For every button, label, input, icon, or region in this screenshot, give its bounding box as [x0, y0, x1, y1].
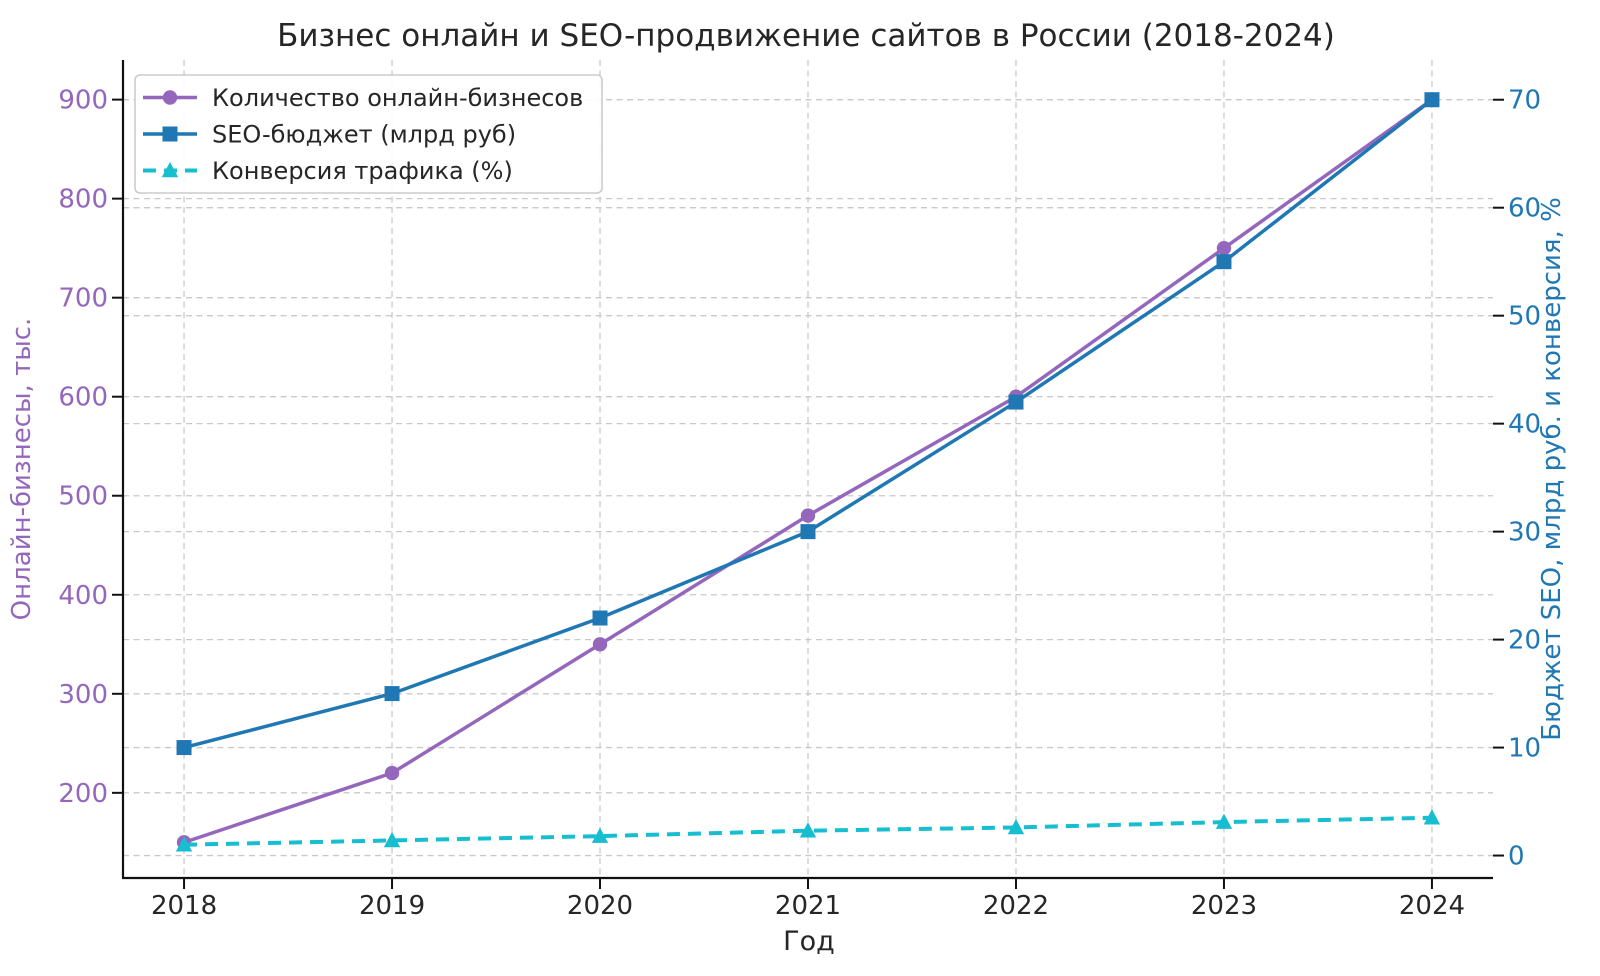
legend-item: Конверсия трафика (%) [143, 157, 513, 185]
data-point-marker [1423, 809, 1441, 825]
right-tick-label: 30 [1508, 518, 1541, 548]
x-axis-label: Год [783, 926, 835, 957]
data-point-marker [161, 162, 179, 178]
right-tick-label: 40 [1508, 410, 1541, 440]
left-tick-label: 900 [58, 86, 108, 116]
x-tick-label: 2023 [1191, 891, 1257, 921]
x-tick-label: 2020 [567, 891, 633, 921]
right-y-axis-label: Бюджет SEO, млрд руб. и конверсия, % [1537, 197, 1567, 741]
left-y-axis-label: Онлайн-бизнесы, тыс. [7, 318, 37, 621]
left-tick-label: 800 [58, 185, 108, 215]
axes-layer: 200 300 400 500 600 700 800 900 0 10 20 30 40 50 60 70 2… [58, 60, 1541, 921]
data-point-marker [1424, 92, 1440, 108]
legend-label: Конверсия трафика (%) [212, 157, 513, 185]
left-tick-label: 300 [58, 680, 108, 710]
data-point-marker [799, 822, 817, 838]
left-tick-label: 500 [58, 482, 108, 512]
right-tick-label: 0 [1508, 842, 1525, 872]
right-tick-label: 10 [1508, 734, 1541, 764]
data-point-marker [800, 508, 816, 523]
chart-title: Бизнес онлайн и SEO-продвижение сайтов в… [277, 18, 1335, 54]
data-point-marker [383, 831, 401, 848]
data-point-marker [1008, 394, 1024, 410]
data-point-marker [162, 90, 178, 105]
data-point-marker [176, 740, 192, 756]
x-tick-label: 2021 [775, 891, 841, 921]
series-2 [175, 809, 1441, 852]
left-tick-label: 600 [58, 383, 108, 413]
data-point-marker [175, 836, 193, 852]
x-tick-label: 2022 [983, 891, 1049, 921]
left-tick-label: 700 [58, 284, 108, 314]
x-tick-label: 2024 [1399, 891, 1465, 921]
data-point-marker [1216, 254, 1232, 270]
legend-box [134, 74, 603, 194]
x-tick-label: 2018 [151, 891, 217, 921]
legend-item: SEO-бюджет (млрд руб) [143, 121, 516, 149]
data-point-marker [1007, 818, 1025, 835]
series-1 [176, 92, 1440, 756]
data-point-marker [591, 827, 609, 843]
data-point-marker [800, 524, 816, 540]
legend-item: Количество онлайн-бизнесов [143, 84, 583, 112]
data-point-marker [384, 765, 400, 781]
legend-label: Количество онлайн-бизнесов [212, 84, 583, 112]
data-point-marker [384, 686, 400, 702]
right-tick-label: 60 [1508, 194, 1541, 224]
right-tick-label: 20 [1508, 626, 1541, 656]
series-layer [175, 92, 1441, 852]
data-point-marker [592, 637, 608, 652]
right-tick-label: 70 [1508, 86, 1541, 116]
data-point-marker [162, 126, 178, 142]
data-point-marker [592, 610, 608, 626]
left-tick-label: 200 [58, 779, 108, 809]
legend-label: SEO-бюджет (млрд руб) [212, 121, 516, 149]
data-point-marker [1215, 813, 1233, 829]
x-tick-label: 2019 [359, 891, 425, 921]
legend: Количество онлайн-бизнесов SEO-бюджет (мл… [134, 74, 603, 194]
left-tick-label: 400 [58, 581, 108, 611]
right-tick-label: 50 [1508, 302, 1541, 332]
data-point-marker [1216, 240, 1232, 256]
